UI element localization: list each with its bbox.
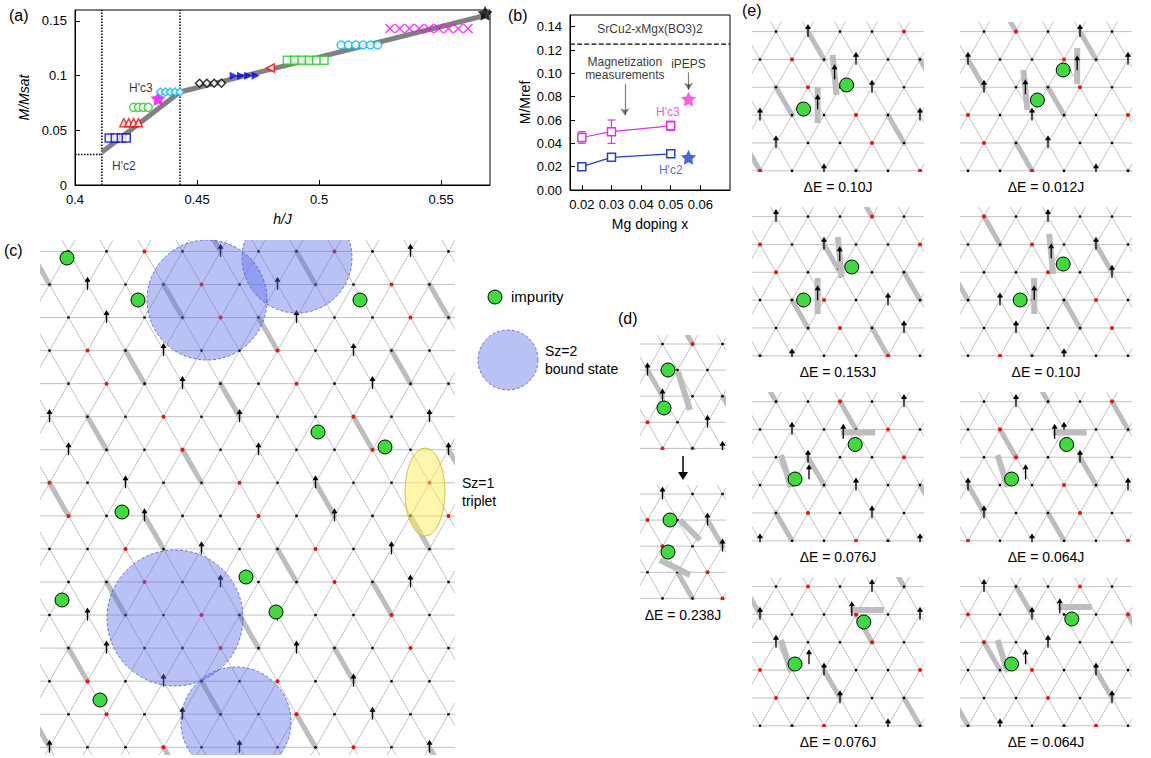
- svg-text:0.00: 0.00: [537, 183, 562, 198]
- svg-text:0.02: 0.02: [537, 159, 562, 174]
- svg-text:H'c2: H'c2: [112, 159, 136, 173]
- svg-text:M/Mref: M/Mref: [517, 81, 533, 125]
- svg-text:0.4: 0.4: [66, 192, 84, 207]
- svg-text:(e): (e): [742, 2, 762, 19]
- svg-text:ΔE = 0.064J: ΔE = 0.064J: [1008, 549, 1085, 565]
- svg-text:0.55: 0.55: [429, 192, 454, 207]
- svg-text:0.03: 0.03: [599, 197, 624, 212]
- svg-text:0.1: 0.1: [49, 68, 67, 83]
- svg-text:(a): (a): [9, 7, 29, 24]
- svg-text:Sz=2: Sz=2: [545, 343, 578, 359]
- svg-text:H'c2: H'c2: [659, 163, 683, 177]
- svg-text:0.12: 0.12: [537, 43, 562, 58]
- svg-text:(b): (b): [508, 7, 528, 24]
- svg-text:H'c3: H'c3: [656, 105, 680, 119]
- svg-text:SrCu2-xMgx(BO3)2: SrCu2-xMgx(BO3)2: [597, 22, 703, 36]
- svg-text:H'c3: H'c3: [129, 81, 153, 95]
- svg-text:iPEPS: iPEPS: [671, 57, 706, 71]
- svg-text:triplet: triplet: [462, 493, 496, 509]
- svg-text:0.02: 0.02: [569, 197, 594, 212]
- svg-text:0.04: 0.04: [537, 136, 562, 151]
- svg-text:bound state: bound state: [545, 361, 618, 377]
- svg-text:ΔE = 0.238J: ΔE = 0.238J: [645, 607, 722, 623]
- svg-text:(c): (c): [4, 242, 23, 259]
- svg-text:ΔE = 0.10J: ΔE = 0.10J: [1012, 364, 1081, 380]
- svg-text:0.14: 0.14: [537, 19, 562, 34]
- svg-text:impurity: impurity: [511, 288, 564, 305]
- svg-text:Magnetization: Magnetization: [587, 55, 662, 69]
- svg-text:Mg doping x: Mg doping x: [612, 216, 688, 232]
- svg-text:0.08: 0.08: [537, 89, 562, 104]
- svg-text:ΔE = 0.153J: ΔE = 0.153J: [800, 364, 877, 380]
- svg-text:ΔE = 0.012J: ΔE = 0.012J: [1008, 179, 1085, 195]
- svg-text:0: 0: [60, 178, 67, 193]
- svg-text:0.05: 0.05: [658, 197, 683, 212]
- svg-text:(d): (d): [618, 310, 638, 327]
- svg-text:ΔE = 0.10J: ΔE = 0.10J: [804, 179, 873, 195]
- svg-text:h/J: h/J: [273, 211, 293, 227]
- svg-text:0.04: 0.04: [628, 197, 653, 212]
- svg-text:ΔE = 0.076J: ΔE = 0.076J: [800, 734, 877, 750]
- svg-text:0.45: 0.45: [184, 192, 209, 207]
- svg-text:ΔE = 0.076J: ΔE = 0.076J: [800, 549, 877, 565]
- svg-text:measurements: measurements: [585, 68, 664, 82]
- svg-text:0.15: 0.15: [42, 13, 67, 28]
- svg-text:M/Msat: M/Msat: [16, 73, 32, 120]
- svg-text:0.06: 0.06: [537, 113, 562, 128]
- svg-text:0.10: 0.10: [537, 66, 562, 81]
- svg-text:0.05: 0.05: [42, 123, 67, 138]
- svg-text:ΔE = 0.064J: ΔE = 0.064J: [1008, 734, 1085, 750]
- svg-text:0.06: 0.06: [688, 197, 713, 212]
- svg-text:0.5: 0.5: [310, 192, 328, 207]
- svg-text:Sz=1: Sz=1: [462, 475, 495, 491]
